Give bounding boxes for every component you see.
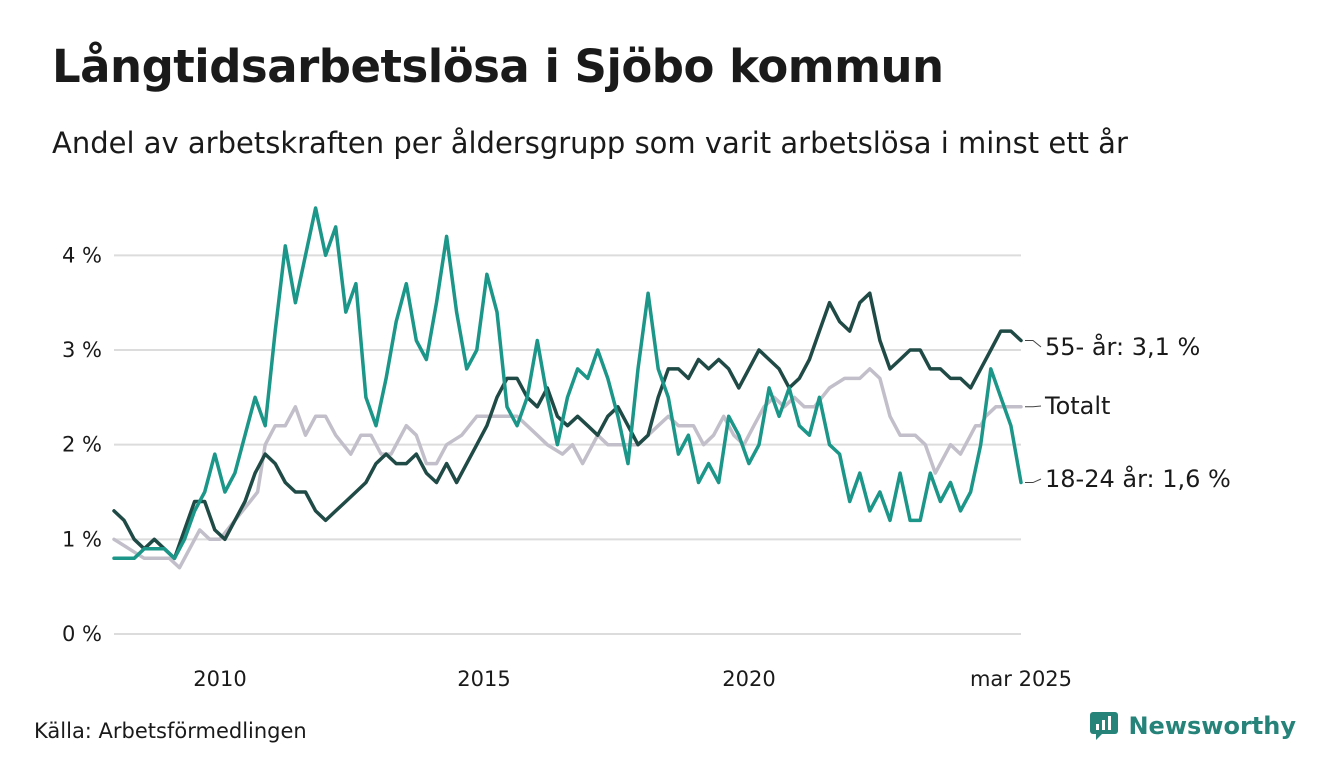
series-layer	[112, 206, 1023, 570]
newsworthy-logo-icon	[1090, 712, 1119, 740]
series-line-18-24-r	[112, 206, 1023, 561]
series-end-label: Totalt	[1044, 392, 1110, 420]
source-note: Källa: Arbetsförmedlingen	[34, 719, 307, 743]
end-label-leader	[1025, 340, 1042, 348]
x-tick-label: 2015	[457, 667, 510, 691]
y-tick-label: 2 %	[62, 433, 102, 457]
y-tick-label: 1 %	[62, 527, 102, 551]
y-tick-label: 3 %	[62, 338, 102, 362]
end-label-leader	[1025, 478, 1042, 484]
y-tick-label: 4 %	[62, 243, 102, 267]
chart-subtitle: Andel av arbetskraften per åldersgrupp s…	[52, 126, 1128, 160]
axis-layer: 0 % 1 % 2 % 3 % 4 % 2010 2015 2020 mar 2025	[62, 243, 1072, 691]
series-end-label: 55- år: 3,1 %	[1045, 332, 1200, 361]
x-tick-label: 2010	[193, 667, 246, 691]
chart-title: Långtidsarbetslösa i Sjöbo kommun	[52, 40, 944, 93]
series-end-label: 18-24 år: 1,6 %	[1045, 464, 1231, 493]
x-tick-label: mar 2025	[970, 667, 1072, 691]
end-label-leader	[1025, 405, 1042, 408]
series-line-totalt	[112, 367, 1023, 570]
brand-name: Newsworthy	[1128, 712, 1296, 740]
x-tick-label: 2020	[722, 667, 775, 691]
y-tick-label: 0 %	[62, 622, 102, 646]
series-line-55-r	[112, 291, 1023, 561]
grid-layer	[114, 254, 1021, 635]
brand-logo: Newsworthy	[1090, 712, 1296, 740]
end-label-layer: Totalt 55- år: 3,1 % 18-24 år: 1,6 %	[1025, 332, 1231, 493]
